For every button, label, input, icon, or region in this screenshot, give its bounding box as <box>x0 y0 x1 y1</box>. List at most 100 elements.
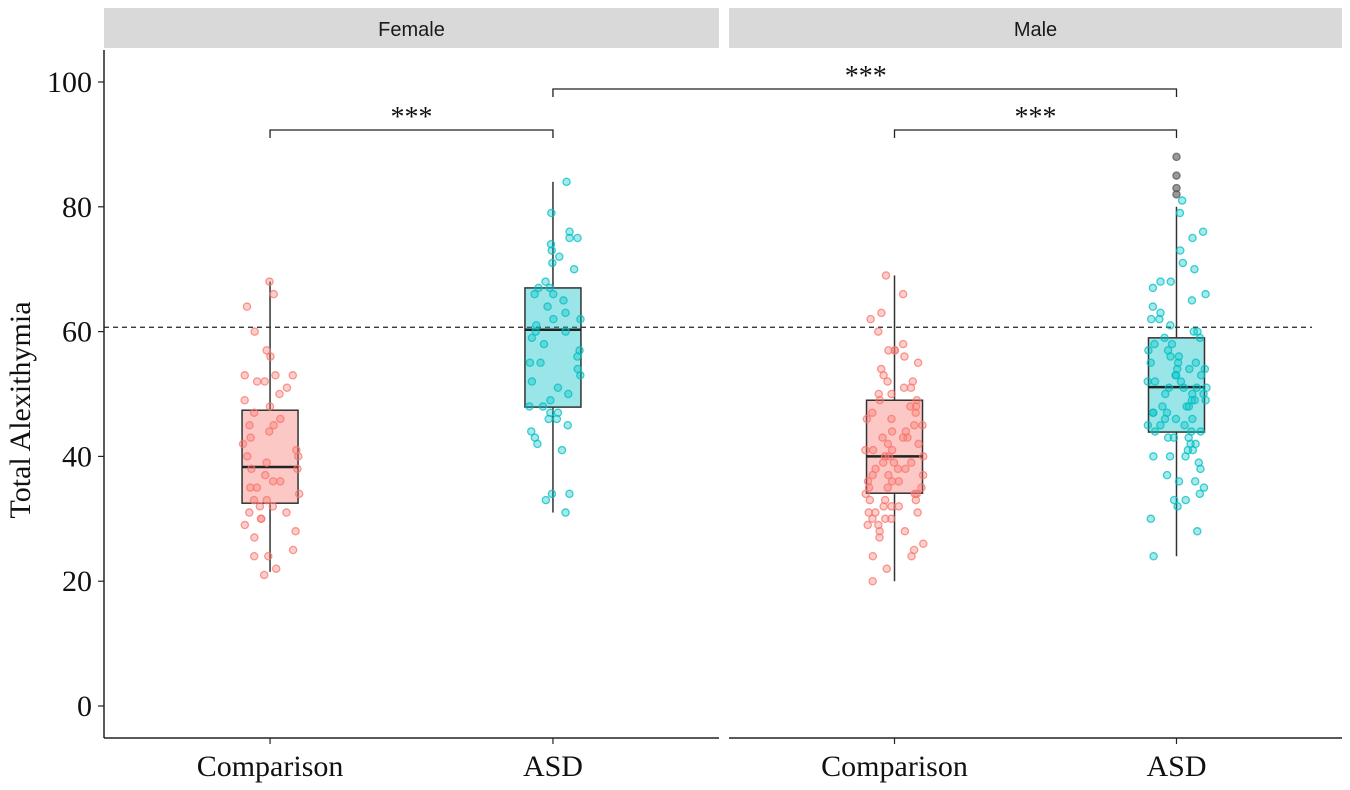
data-point <box>557 445 567 455</box>
data-point <box>576 371 585 380</box>
data-point <box>240 520 250 530</box>
data-point <box>919 539 928 549</box>
data-point <box>1150 377 1160 386</box>
data-point <box>861 489 871 499</box>
data-point <box>1201 289 1210 299</box>
data-point <box>1174 477 1184 486</box>
data-point <box>1187 296 1197 305</box>
data-point <box>544 414 553 424</box>
data-point <box>862 414 872 424</box>
data-point <box>911 495 921 505</box>
data-point <box>526 427 536 436</box>
data-point <box>531 327 540 336</box>
data-point <box>875 395 885 405</box>
data-point <box>541 277 550 286</box>
x-tick-label: Comparison <box>197 750 344 783</box>
x-tick-label: ASD <box>523 750 583 783</box>
data-point <box>865 495 875 505</box>
data-point <box>913 358 923 368</box>
data-point <box>912 489 921 499</box>
data-point <box>569 264 579 274</box>
y-tick-label: 60 <box>62 316 92 349</box>
data-point <box>868 470 877 480</box>
data-point <box>887 477 897 486</box>
data-point <box>883 439 893 449</box>
data-point <box>884 452 894 461</box>
data-point <box>525 402 534 411</box>
data-point <box>906 383 916 393</box>
data-point <box>541 495 551 505</box>
data-point <box>245 420 254 430</box>
data-point <box>1200 364 1210 374</box>
data-point <box>1148 283 1158 293</box>
data-point <box>1190 477 1200 486</box>
data-point <box>288 371 298 380</box>
data-point <box>1182 402 1191 411</box>
data-point <box>1149 551 1158 561</box>
data-point <box>868 445 878 455</box>
data-point <box>1195 489 1205 499</box>
data-point <box>877 308 886 318</box>
data-point <box>538 402 548 411</box>
data-point <box>914 439 923 449</box>
y-tick-label: 40 <box>62 440 92 473</box>
data-point <box>242 302 252 311</box>
data-point <box>240 395 249 405</box>
data-point <box>260 470 270 480</box>
data-point <box>1178 258 1188 268</box>
y-tick-label: 20 <box>62 565 92 598</box>
data-point <box>260 377 269 386</box>
data-point <box>256 514 266 524</box>
data-point <box>547 489 557 499</box>
data-point <box>1165 452 1175 461</box>
data-point <box>271 371 280 380</box>
data-point <box>899 383 909 393</box>
data-point <box>1171 414 1181 424</box>
data-point <box>912 395 922 405</box>
data-point <box>1144 346 1153 355</box>
data-point <box>1166 352 1175 361</box>
cross-panel-significance-bracket <box>552 88 1178 97</box>
data-point <box>293 452 303 461</box>
data-point <box>246 483 255 492</box>
data-point <box>890 346 900 355</box>
data-point <box>898 289 908 299</box>
data-point <box>262 495 272 505</box>
data-point <box>533 439 542 449</box>
data-point <box>562 177 571 187</box>
data-point <box>1146 358 1155 368</box>
data-point <box>887 514 896 524</box>
data-point <box>1190 395 1200 405</box>
data-point <box>1163 433 1173 442</box>
data-point <box>269 420 278 430</box>
data-point <box>1167 339 1177 349</box>
data-point <box>1164 383 1174 393</box>
data-point <box>1160 333 1169 343</box>
data-point <box>249 408 259 417</box>
data-point <box>900 527 910 536</box>
data-point <box>1196 464 1205 474</box>
data-point <box>275 389 284 399</box>
data-point <box>880 495 890 505</box>
data-point <box>874 389 883 399</box>
data-point <box>561 308 570 318</box>
cross-panel-significance-label: *** <box>845 61 887 92</box>
data-point <box>553 383 563 393</box>
data-point <box>1156 277 1165 286</box>
box-asd <box>524 287 582 408</box>
data-point <box>863 477 873 486</box>
data-point <box>565 489 574 499</box>
data-point <box>1173 502 1182 511</box>
data-point <box>1143 420 1153 430</box>
y-axis-title: Total Alexithymia <box>4 301 37 518</box>
data-point <box>883 483 892 492</box>
outlier-point <box>1172 152 1181 162</box>
data-point <box>1146 514 1156 524</box>
data-point <box>255 502 265 511</box>
data-point <box>879 502 888 511</box>
data-point <box>917 483 926 492</box>
data-point <box>918 420 927 430</box>
data-point <box>1166 277 1176 286</box>
data-point <box>906 402 915 411</box>
